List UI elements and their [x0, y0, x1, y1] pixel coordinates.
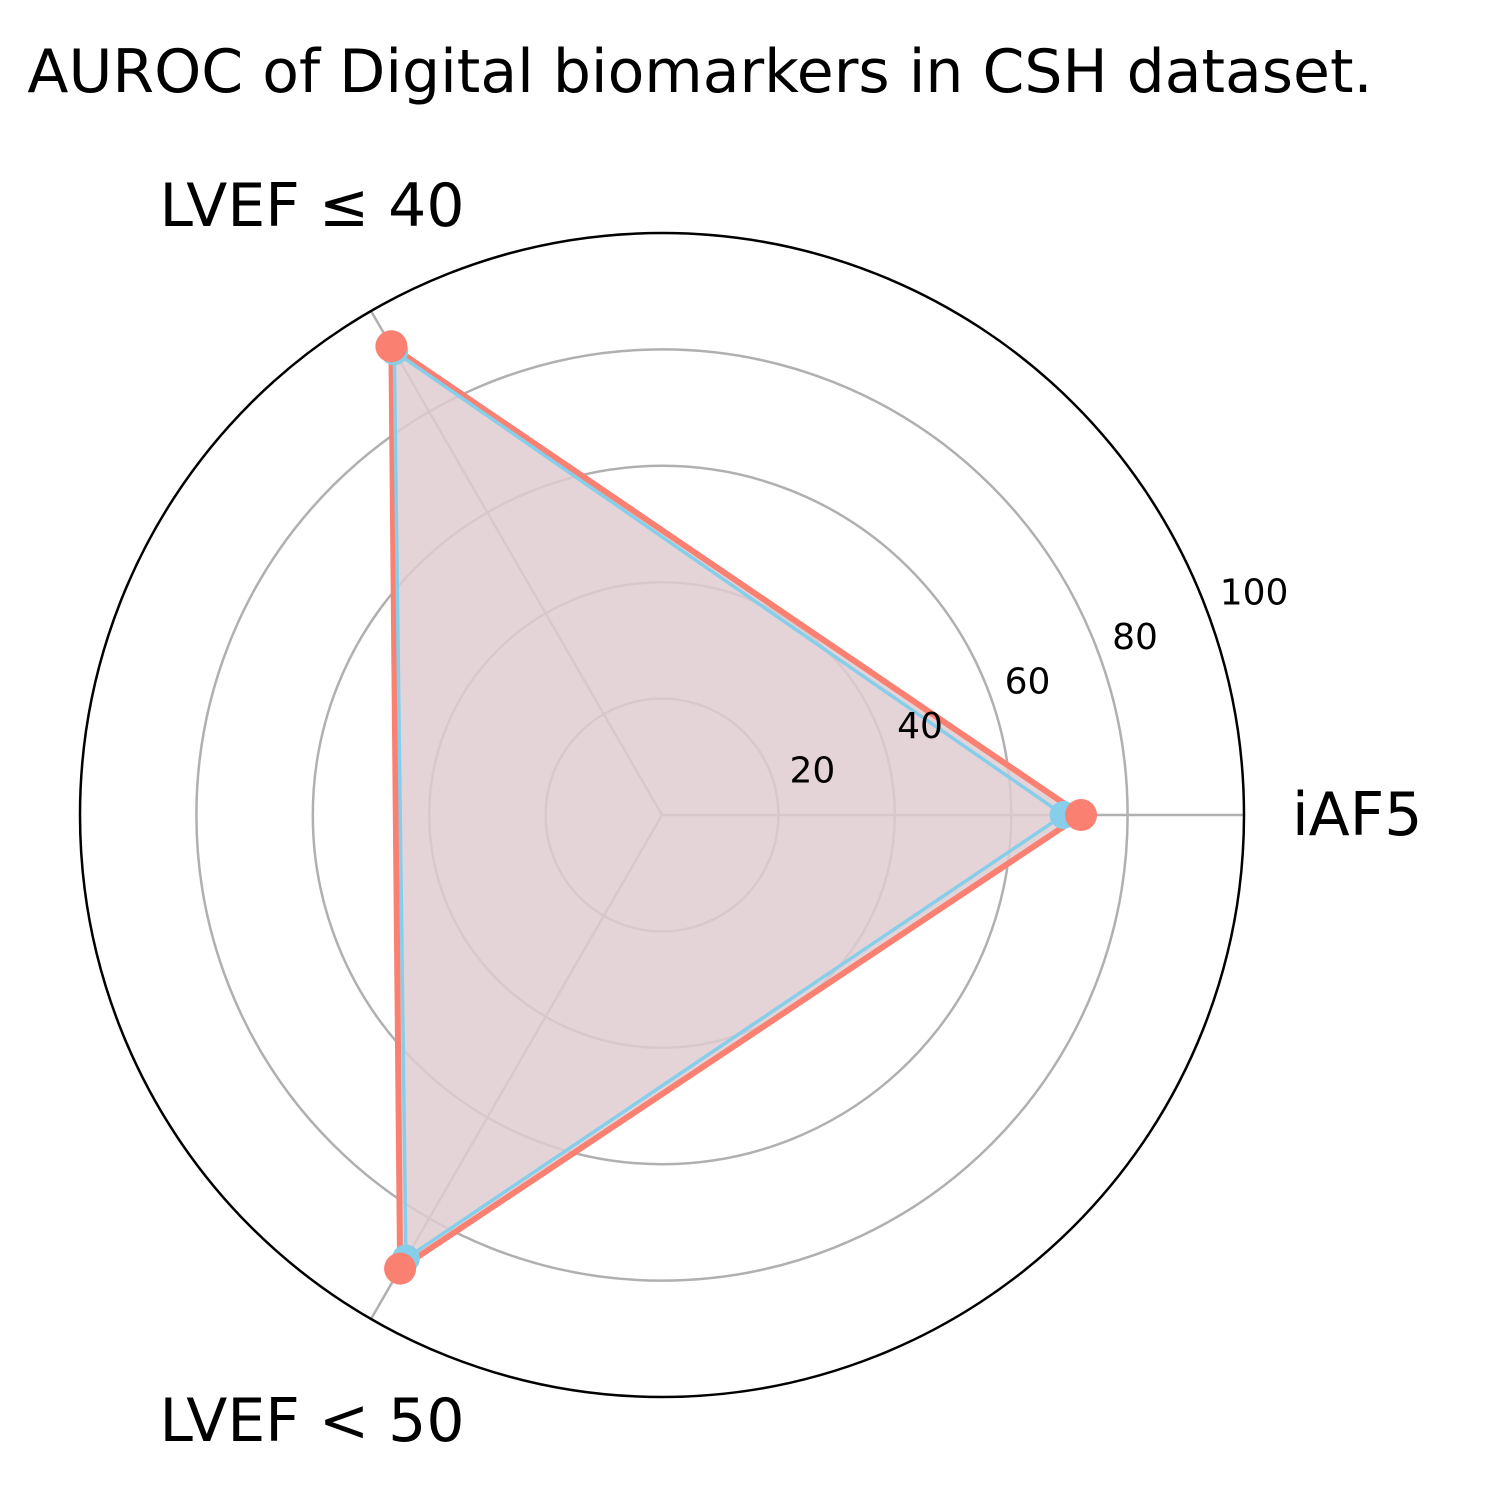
category-label-1: iAF5	[1292, 780, 1422, 850]
r-tick-20: 20	[790, 750, 836, 791]
category-label-3: LVEF < 50	[159, 1386, 464, 1456]
r-tick-60: 60	[1005, 661, 1051, 702]
series-1-point-2	[375, 330, 408, 363]
category-label-2: LVEF ≤ 40	[159, 171, 464, 241]
series-1-line	[388, 343, 1085, 1272]
series-1-point-1	[1065, 799, 1098, 831]
chart-title: AUROC of Digital biomarkers in CSH datas…	[27, 37, 1372, 107]
r-tick-100: 100	[1220, 572, 1289, 613]
r-tick-40: 40	[897, 706, 943, 747]
data-layer	[375, 330, 1098, 1285]
series-area	[391, 346, 1082, 1269]
series-2-line	[392, 349, 1066, 1261]
outer-frame	[78, 231, 1246, 1399]
series-1-point-3	[384, 1252, 417, 1285]
label-layer: 20 40 60 80 100 iAF5 LVEF ≤ 40 LVEF < 50	[159, 171, 1422, 1456]
r-tick-80: 80	[1112, 617, 1158, 658]
